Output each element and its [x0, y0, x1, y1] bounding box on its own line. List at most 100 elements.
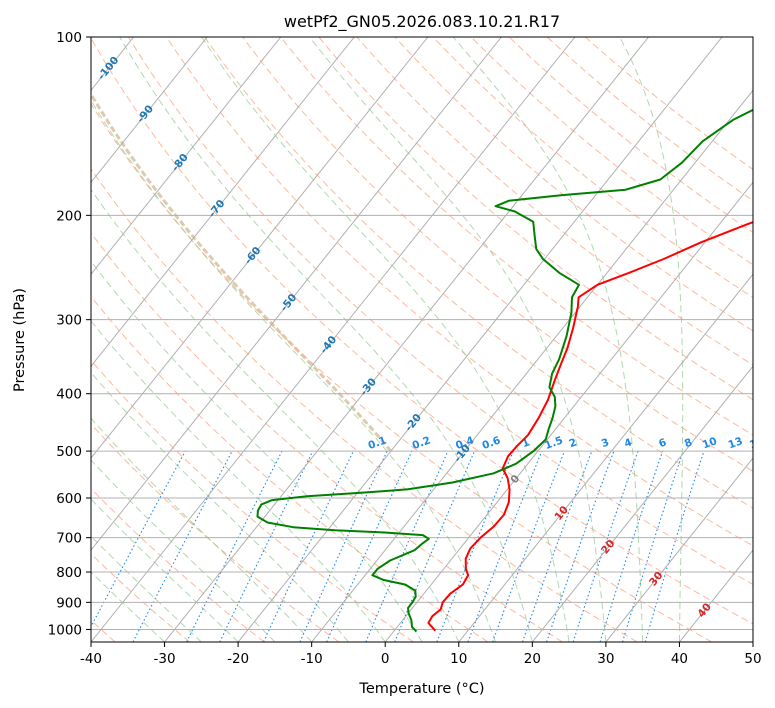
moist-adiabat: [452, 37, 644, 642]
mixing-ratio-line: [186, 450, 283, 642]
moist-adiabat: [91, 260, 423, 642]
moist-adiabat: [91, 459, 276, 642]
mixing-ratio-line: [365, 450, 449, 642]
x-axis-title: Temperature (°C): [358, 681, 484, 697]
dry-adiabat: [394, 37, 753, 332]
y-tick-label: 500: [56, 444, 82, 460]
dry-adiabat: [127, 37, 753, 586]
mixing-ratio-label: 0.4: [454, 434, 476, 452]
moist-adiabat: [619, 37, 684, 642]
moist-adiabat: [201, 37, 570, 642]
mixing-ratio-labels: 0.10.20.40.611.52346810131620253036: [367, 434, 766, 452]
isotherm-line: [91, 37, 502, 551]
mixing-ratio-line: [572, 450, 639, 642]
mixing-ratio-label: 1: [520, 436, 531, 450]
dry-adiabat: [166, 37, 753, 547]
isotherm-line: [531, 365, 753, 642]
dry-adiabat: [280, 37, 753, 436]
y-tick-label: 900: [56, 595, 82, 611]
mixing-ratio-label: 0.1: [367, 434, 389, 452]
mixing-ratio-line: [546, 450, 615, 642]
x-tick-label: 0: [381, 651, 390, 667]
dry-adiabat: [242, 37, 753, 472]
isotherm-line: [605, 457, 753, 642]
isotherm-line: [91, 37, 355, 367]
y-tick-label: 100: [56, 30, 82, 46]
isotherm-line: [384, 181, 753, 642]
mixing-ratio-line: [622, 450, 684, 642]
isotherm-line: [311, 89, 753, 642]
isotherm-line: [458, 273, 753, 642]
isotherm-line: [164, 37, 649, 642]
moist-adiabat: [91, 535, 202, 642]
y-tick-label: 800: [56, 565, 82, 581]
isotherm-line: [91, 37, 429, 459]
mixing-ratio-label: 2: [567, 436, 578, 450]
moist-adiabat: [119, 37, 533, 642]
mixing-ratio-label: 0.6: [481, 434, 503, 452]
mixing-ratio-line: [492, 450, 566, 642]
y-tick-label: 200: [56, 208, 82, 224]
y-tick-label: 400: [56, 387, 82, 403]
y-tick-label: 1000: [48, 622, 82, 638]
dry-adiabat: [91, 232, 563, 642]
isotherms: [91, 37, 753, 642]
dgz-line: [91, 91, 392, 453]
x-tick-label: -40: [80, 651, 102, 667]
isotherm-line: [91, 37, 282, 276]
dry-adiabat: [470, 37, 753, 266]
moist-adiabat: [91, 571, 165, 642]
dewpoint-profile: [256, 108, 753, 633]
isotherm-line: [237, 37, 723, 642]
dry-adiabat: [584, 37, 753, 171]
mixing-ratio-label: 6: [657, 436, 668, 450]
moist-adiabat: [91, 99, 497, 642]
mixing-ratio-label: 4: [623, 436, 634, 450]
y-tick-label: 700: [56, 531, 82, 547]
dry-adiabat: [91, 487, 265, 642]
dry-adiabat: [546, 37, 753, 202]
dry-adiabat: [91, 37, 753, 625]
dry-adiabat: [318, 37, 753, 401]
x-tick-label: 10: [450, 651, 467, 667]
plot-area: -100-90-80-70-60-50-40-30-20-10010203040…: [91, 37, 766, 642]
mixing-ratio-label: 10: [701, 435, 719, 451]
y-axis-title: Pressure (hPa): [12, 288, 28, 392]
chart-title: wetPf2_GN05.2026.083.10.21.R17: [284, 12, 560, 32]
profiles: [256, 108, 753, 633]
x-tick-label: -20: [227, 651, 249, 667]
moist-adiabat: [91, 188, 460, 642]
y-axis: 1000 900 800 700 600 500 400 300 200 100: [48, 30, 91, 638]
mixing-ratio-label: 13: [727, 435, 745, 451]
x-axis: -40 -30 -20 -10 0 10 20 30 40 50: [80, 642, 762, 667]
plot-frame: [90, 36, 754, 643]
mixing-ratio-label: 3: [600, 436, 611, 450]
mixing-ratio-label: 8: [683, 436, 694, 450]
y-tick-label: 300: [56, 313, 82, 329]
mixing-ratio-label: 1.5: [543, 434, 565, 452]
x-tick-label: 50: [744, 651, 761, 667]
moist-adiabat: [91, 498, 239, 642]
x-tick-label: 40: [671, 651, 688, 667]
mixing-ratio-label: 16: [748, 435, 766, 451]
isotherm-line: [91, 37, 208, 184]
x-tick-label: -10: [301, 651, 323, 667]
mixing-ratio-line: [467, 450, 543, 642]
mixing-ratio-label: 0.2: [411, 434, 433, 452]
moist-adiabat: [91, 371, 349, 642]
dry-adiabat: [91, 103, 713, 642]
moist-adiabat: [309, 37, 607, 642]
mixing-ratio-line: [219, 450, 314, 642]
dry-adiabat: [204, 37, 753, 509]
isotherm-line: [91, 37, 576, 642]
y-tick-label: 600: [56, 491, 82, 507]
dgz-band: [91, 91, 392, 453]
mixing-ratio-line: [326, 450, 413, 642]
mixing-ratio-line: [91, 450, 186, 628]
mixing-ratio-line: [436, 450, 514, 642]
x-tick-label: 20: [524, 651, 541, 667]
mixing-ratio-line: [521, 450, 593, 642]
dry-adiabat: [91, 359, 414, 642]
